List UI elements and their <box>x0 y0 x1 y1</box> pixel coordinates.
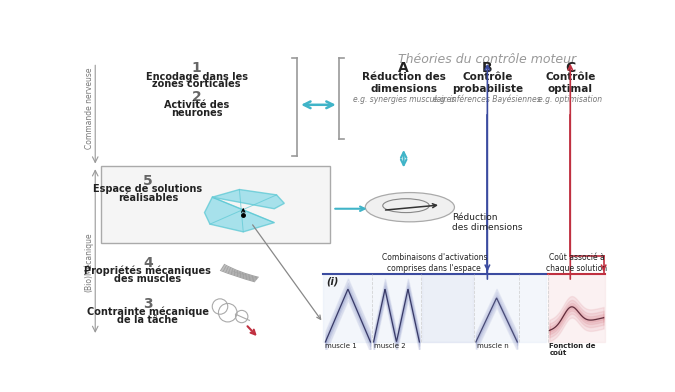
Text: Combinaisons d'activations
comprises dans l'espace: Combinaisons d'activations comprises dan… <box>381 253 487 273</box>
Text: (Bio)Mécanique: (Bio)Mécanique <box>84 233 94 292</box>
Text: Contrôle
optimal: Contrôle optimal <box>545 72 595 94</box>
Text: Contrainte mécanique: Contrainte mécanique <box>87 307 209 317</box>
Text: 2: 2 <box>192 90 202 104</box>
Text: zones corticales: zones corticales <box>153 80 241 89</box>
Text: 5: 5 <box>143 174 153 188</box>
Text: Coût associé à
chaque solution: Coût associé à chaque solution <box>546 253 607 273</box>
Polygon shape <box>205 189 284 232</box>
Text: neurones: neurones <box>171 108 223 118</box>
Text: des muscles: des muscles <box>114 274 182 284</box>
Text: 1: 1 <box>192 61 202 75</box>
Text: Contrôle
probabiliste: Contrôle probabiliste <box>452 72 523 94</box>
Text: Propriétés mécaniques: Propriétés mécaniques <box>84 266 211 276</box>
Text: B: B <box>482 61 493 75</box>
Text: 3: 3 <box>143 297 153 311</box>
Text: muscle 1: muscle 1 <box>325 343 357 350</box>
Text: 4: 4 <box>143 256 153 270</box>
Text: Encodage dans les: Encodage dans les <box>146 72 248 82</box>
Text: Commande nerveuse: Commande nerveuse <box>84 68 94 149</box>
Text: Activité des: Activité des <box>164 100 230 110</box>
Text: e.g. optimisation: e.g. optimisation <box>538 95 602 104</box>
Text: Réduction des
dimensions: Réduction des dimensions <box>362 72 446 94</box>
Text: Espace de solutions: Espace de solutions <box>93 184 202 194</box>
Text: muscle n: muscle n <box>477 343 508 350</box>
Text: de la tâche: de la tâche <box>117 315 178 325</box>
Text: muscle 2: muscle 2 <box>375 343 406 350</box>
Text: e.g. inférences Bayésiennes: e.g. inférences Bayésiennes <box>433 95 541 104</box>
Text: Fonction de
coût: Fonction de coût <box>549 343 596 356</box>
Text: Réduction
des dimensions: Réduction des dimensions <box>452 212 523 232</box>
Ellipse shape <box>365 192 454 222</box>
Text: C: C <box>565 61 575 75</box>
Text: Théories du contrôle moteur: Théories du contrôle moteur <box>398 53 576 66</box>
Text: e.g. synergies musculaires: e.g. synergies musculaires <box>352 95 455 104</box>
Text: A: A <box>398 61 409 75</box>
Text: réalisables: réalisables <box>118 193 178 203</box>
Bar <box>101 166 330 243</box>
Text: (i): (i) <box>326 276 339 287</box>
